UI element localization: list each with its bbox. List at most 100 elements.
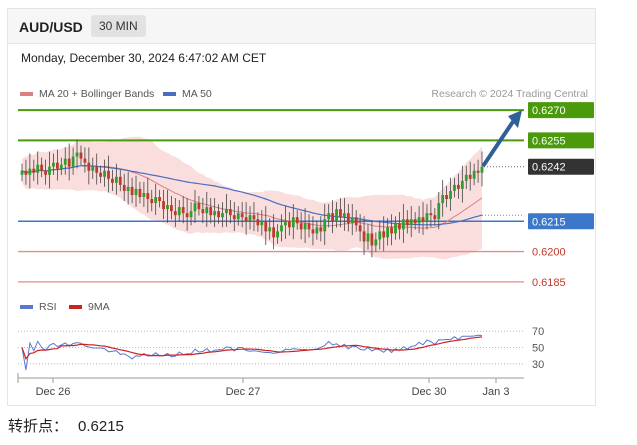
time-tick-label: Jan 3 bbox=[483, 386, 510, 398]
candle-body bbox=[354, 217, 358, 226]
candle-body bbox=[291, 217, 295, 228]
candle-body bbox=[48, 166, 51, 175]
legend-ma-bb-label: MA 20 + Bollinger Bands bbox=[39, 88, 154, 100]
candle-body bbox=[36, 164, 40, 173]
candle-body bbox=[114, 176, 118, 183]
candle-body bbox=[382, 231, 386, 238]
candle-body bbox=[91, 166, 95, 171]
candle-body bbox=[134, 188, 138, 195]
legend-ma9-swatch bbox=[69, 305, 82, 309]
pivot-label: 转折点： bbox=[8, 418, 69, 435]
candle-body bbox=[378, 231, 382, 240]
candle-body bbox=[268, 227, 272, 232]
candle-body bbox=[441, 194, 445, 204]
candle-body bbox=[44, 170, 47, 175]
chart-header: AUD/USD 30 MIN bbox=[8, 9, 595, 44]
candle-body bbox=[146, 192, 150, 200]
candle-body bbox=[197, 203, 201, 210]
candle-body bbox=[272, 227, 276, 238]
candle-body bbox=[181, 207, 185, 214]
current-price-box bbox=[528, 158, 594, 175]
candle-body bbox=[67, 158, 71, 167]
candle-body bbox=[260, 221, 264, 226]
legend-ma-bb-swatch bbox=[20, 92, 33, 96]
rsi-line bbox=[21, 334, 483, 371]
candle-body bbox=[248, 215, 252, 222]
rsi-panel: 30 50 70 bbox=[18, 326, 544, 371]
ma50-line bbox=[21, 164, 483, 226]
resistance-label-box bbox=[528, 132, 594, 149]
chart-legend: MA 20 + Bollinger Bands MA 50 RSI 9MA Resear… bbox=[20, 88, 588, 313]
candle-body bbox=[394, 223, 397, 234]
candle-body bbox=[480, 166, 484, 173]
candle-body bbox=[295, 217, 299, 224]
candle-body bbox=[138, 188, 142, 198]
candle-body bbox=[374, 239, 378, 246]
projection-arrow bbox=[482, 118, 516, 167]
candle-body bbox=[162, 201, 165, 210]
candle-body bbox=[335, 209, 338, 222]
time-axis: Dec 26 Dec 27 Dec 30 Jan 3 bbox=[17, 373, 524, 398]
timeframe-badge[interactable]: 30 MIN bbox=[91, 15, 146, 37]
candle-body bbox=[32, 168, 36, 173]
candle-body bbox=[201, 209, 205, 214]
candle-body bbox=[307, 223, 311, 230]
candle-body bbox=[468, 174, 472, 179]
candle-body bbox=[158, 197, 162, 202]
legend-ma50-swatch bbox=[163, 92, 176, 96]
candle-body bbox=[28, 168, 32, 175]
rsi-ma-line bbox=[21, 336, 483, 360]
bollinger-band-fill bbox=[22, 136, 482, 260]
candle-body bbox=[284, 221, 287, 226]
candle-body bbox=[185, 213, 189, 218]
candle-body bbox=[346, 213, 350, 224]
candle-body bbox=[221, 213, 224, 218]
legend-rsi-label: RSI bbox=[39, 301, 57, 313]
candle-body bbox=[166, 205, 169, 210]
legend-ma9-label: 9MA bbox=[88, 301, 110, 313]
candle-body bbox=[437, 203, 441, 220]
candle-body bbox=[358, 225, 362, 232]
candle-body bbox=[287, 221, 291, 228]
candle-body bbox=[177, 207, 181, 216]
time-tick-label: Dec 27 bbox=[226, 386, 261, 398]
candle-body bbox=[228, 209, 232, 216]
candle-body bbox=[95, 166, 99, 173]
candle-body bbox=[390, 227, 393, 234]
rsi-tick-label: 70 bbox=[532, 326, 544, 338]
candle-body bbox=[103, 170, 106, 177]
candle-body bbox=[370, 233, 374, 246]
candle-body bbox=[99, 172, 103, 177]
support-label: 0.6185 bbox=[532, 277, 566, 289]
candle-body bbox=[209, 207, 213, 216]
candle-body bbox=[350, 217, 354, 224]
candle-body bbox=[75, 152, 79, 157]
candle-body bbox=[472, 170, 476, 179]
candle-body bbox=[323, 219, 327, 232]
candle-body bbox=[327, 213, 331, 220]
candle-body bbox=[244, 217, 248, 222]
candle-body bbox=[421, 217, 425, 222]
resistance-label: 0.6270 bbox=[532, 105, 566, 117]
candle-body bbox=[366, 233, 370, 242]
current-price-label: 0.6242 bbox=[532, 162, 566, 174]
candle-body bbox=[464, 174, 468, 181]
moving-averages-layer bbox=[21, 164, 483, 229]
candle-body bbox=[280, 225, 283, 232]
candle-body bbox=[24, 170, 28, 175]
chart-frame: AUD/USD 30 MIN Monday, December 30, 2024… bbox=[7, 8, 596, 406]
resistance-label: 0.6255 bbox=[532, 135, 566, 147]
candle-body bbox=[79, 152, 83, 159]
candle-body bbox=[150, 199, 154, 204]
candle-body bbox=[339, 209, 342, 218]
candles-layer bbox=[20, 110, 522, 258]
candle-body bbox=[331, 213, 334, 222]
candle-body bbox=[142, 192, 146, 198]
pivot-level-label: 0.6215 bbox=[532, 216, 566, 228]
candle-body bbox=[107, 170, 110, 179]
candle-body bbox=[276, 231, 279, 238]
price-levels-layer: 0.6270 0.6255 0.6242 0.6215 0.6200 0.6185 bbox=[18, 102, 594, 289]
candle-body bbox=[213, 211, 217, 216]
candle-body bbox=[319, 227, 323, 232]
rsi-tick-label: 50 bbox=[532, 343, 544, 355]
